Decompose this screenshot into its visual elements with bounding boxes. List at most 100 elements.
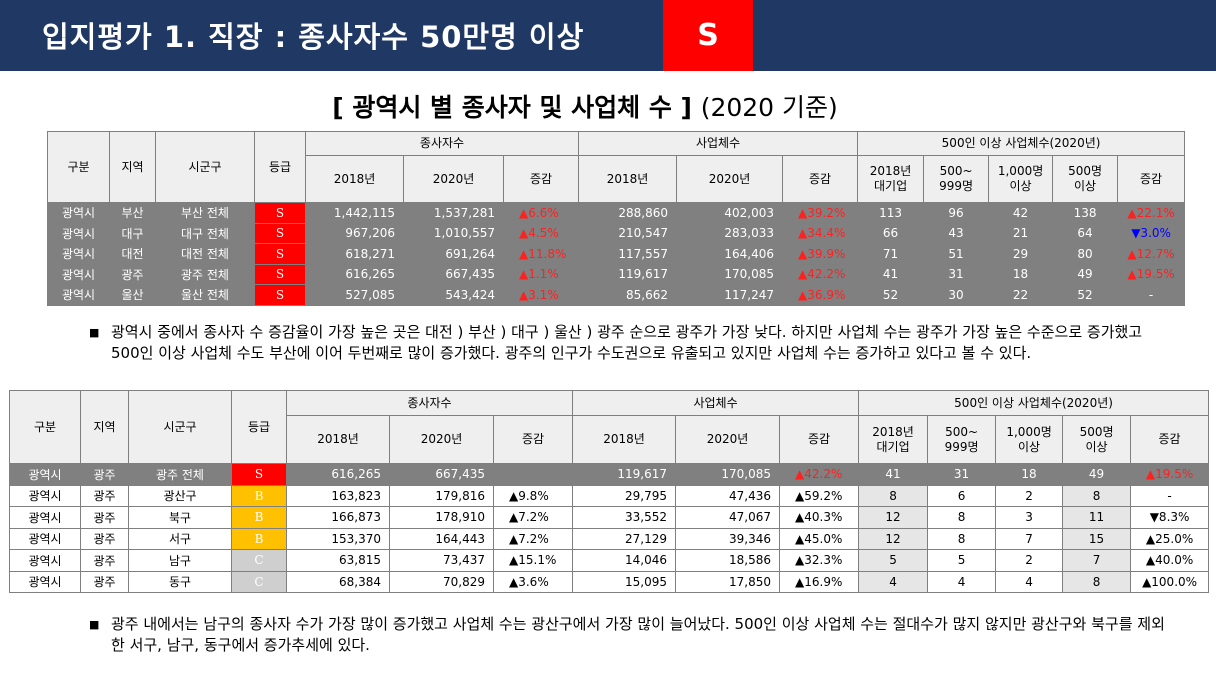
- header-label: 500~: [945, 424, 979, 439]
- table-cell: ▲32.3%: [779, 549, 860, 572]
- table-cell: 39,346: [675, 527, 781, 550]
- header-label: 2018년: [869, 164, 912, 178]
- table-cell: -: [1130, 484, 1210, 507]
- table-cell: ▲100.0%: [1130, 570, 1210, 593]
- table-row: 광역시 광주 광주 전체 S 616,265 667,435 119,617 170,0…: [9, 463, 1210, 486]
- table-cell: ▲45.0%: [779, 527, 860, 550]
- table-cell: ▲15.1%: [492, 549, 574, 572]
- table-cell: ▲59.2%: [779, 484, 860, 507]
- table-cell: ▲42.2%: [782, 263, 859, 285]
- table-cell: 울산: [109, 284, 156, 306]
- table-cell: 18: [988, 263, 1054, 285]
- table-cell: 5: [858, 549, 929, 572]
- table-cell: 52: [1052, 284, 1119, 306]
- col-lchg: 증감: [1117, 155, 1186, 203]
- table-cell: 49: [1062, 463, 1132, 486]
- table-cell: 광주: [80, 549, 129, 572]
- table-cell: 대구: [109, 222, 156, 244]
- table-cell: 163,823: [286, 484, 390, 507]
- table-cell: 29: [988, 243, 1054, 265]
- table-cell: 대전: [109, 243, 156, 265]
- table-cell: 1,442,115: [305, 202, 404, 224]
- table-cell: ▲9.8%: [492, 484, 574, 507]
- header-label: 대기업: [874, 179, 908, 193]
- col-large: 500인 이상 사업체수(2020년): [858, 390, 1210, 416]
- table-cell: 7: [995, 527, 1064, 550]
- table-cell: 210,547: [578, 222, 678, 244]
- table-cell: 166,873: [286, 506, 390, 529]
- table-cell: 22: [988, 284, 1054, 306]
- table-cell: 543,424: [403, 284, 504, 306]
- header-label: 500명: [1079, 424, 1114, 439]
- col-l4: 500명 이상: [1062, 415, 1132, 464]
- table-cell: 119,617: [572, 463, 677, 486]
- table-cell: 43: [923, 222, 990, 244]
- col-large: 500인 이상 사업체수(2020년): [857, 131, 1186, 156]
- col-businesses: 사업체수: [578, 131, 859, 156]
- table-cell: 남구: [128, 549, 232, 572]
- table-cell: 51: [923, 243, 990, 265]
- table-cell: 71: [857, 243, 925, 265]
- table-cell: ▲4.5%: [502, 222, 580, 244]
- col-w2018: 2018년: [286, 415, 390, 464]
- table-cell: 광주: [80, 506, 129, 529]
- paragraph-text: 광역시 중에서 종사자 수 증감율이 가장 높은 곳은 대전 ) 부산 ) 대구…: [111, 323, 1143, 362]
- table-cell: ▲7.2%: [492, 527, 574, 550]
- analysis-paragraph-1: ■ 광역시 중에서 종사자 수 증감율이 가장 높은 곳은 대전 ) 부산 ) …: [89, 322, 1171, 364]
- table-cell: ▲3.6%: [492, 570, 574, 593]
- table-cell: 967,206: [305, 222, 404, 244]
- table-cell: 29,795: [572, 484, 677, 507]
- table-cell: 광역시: [9, 549, 81, 572]
- grade-badge: S: [254, 263, 306, 285]
- table-cell: 179,816: [389, 484, 494, 507]
- table-row: 광역시 광주 동구 C 68,384 70,829 ▲3.6% 15,095 17,850…: [9, 570, 1210, 593]
- table-cell: 12: [858, 527, 929, 550]
- table-cell: 119,617: [578, 263, 678, 285]
- col-l4: 500명 이상: [1052, 155, 1119, 203]
- col-w2020: 2020년: [403, 155, 504, 203]
- header-label: 1,000명: [1006, 424, 1052, 439]
- table-cell: 41: [858, 463, 929, 486]
- col-wchg: 증감: [502, 155, 580, 203]
- col-region: 지역: [80, 390, 129, 464]
- table-cell: 117,247: [676, 284, 784, 306]
- col-grade: 등급: [254, 131, 306, 203]
- table-cell: ▲7.2%: [492, 506, 574, 529]
- table-cell: 527,085: [305, 284, 404, 306]
- table-cell: 광산구: [128, 484, 232, 507]
- table-cell: 15: [1062, 527, 1132, 550]
- table-cell: 3: [995, 506, 1064, 529]
- table-cell: 47,436: [675, 484, 781, 507]
- table-cell: 153,370: [286, 527, 390, 550]
- table-cell: ▲1.1%: [502, 263, 580, 285]
- table-cell: 667,435: [403, 263, 504, 285]
- col-l3: 1,000명 이상: [995, 415, 1064, 464]
- table-cell: 14,046: [572, 549, 677, 572]
- table-cell: 4: [927, 570, 997, 593]
- table-cell: 117,557: [578, 243, 678, 265]
- col-gubun: 구분: [47, 131, 110, 203]
- table-cell: ▲19.5%: [1117, 263, 1186, 285]
- col-l1: 2018년 대기업: [858, 415, 929, 464]
- table-cell: 31: [927, 463, 997, 486]
- table-cell: 광역시: [9, 506, 81, 529]
- table-cell: 667,435: [389, 463, 494, 486]
- table-cell: ▼8.3%: [1130, 506, 1210, 529]
- col-w2018: 2018년: [305, 155, 404, 203]
- table-cell: 광주: [80, 527, 129, 550]
- header-label: 1,000명: [997, 164, 1044, 178]
- table-cell: 8: [1062, 484, 1132, 507]
- col-businesses: 사업체수: [572, 390, 860, 416]
- table-row: 광역시 광주 광주 전체 S 616,265 667,435 ▲1.1% 119,617…: [47, 263, 1186, 285]
- header-title: 입지평가 1. 직장 : 종사자수 50만명 이상: [42, 20, 585, 54]
- header-label: 500명: [1068, 164, 1103, 178]
- grade-badge: S: [254, 243, 306, 265]
- table-cell: -: [1117, 284, 1186, 306]
- table-cell: ▲6.6%: [502, 202, 580, 224]
- table-cell: 80: [1052, 243, 1119, 265]
- table-cell: 광역시: [47, 222, 110, 244]
- table-cell: 8: [858, 484, 929, 507]
- col-gubun: 구분: [9, 390, 81, 464]
- table-cell: 691,264: [403, 243, 504, 265]
- table-cell: 광역시: [9, 463, 81, 486]
